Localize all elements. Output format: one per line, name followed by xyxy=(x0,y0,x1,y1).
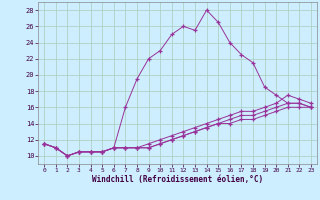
X-axis label: Windchill (Refroidissement éolien,°C): Windchill (Refroidissement éolien,°C) xyxy=(92,175,263,184)
